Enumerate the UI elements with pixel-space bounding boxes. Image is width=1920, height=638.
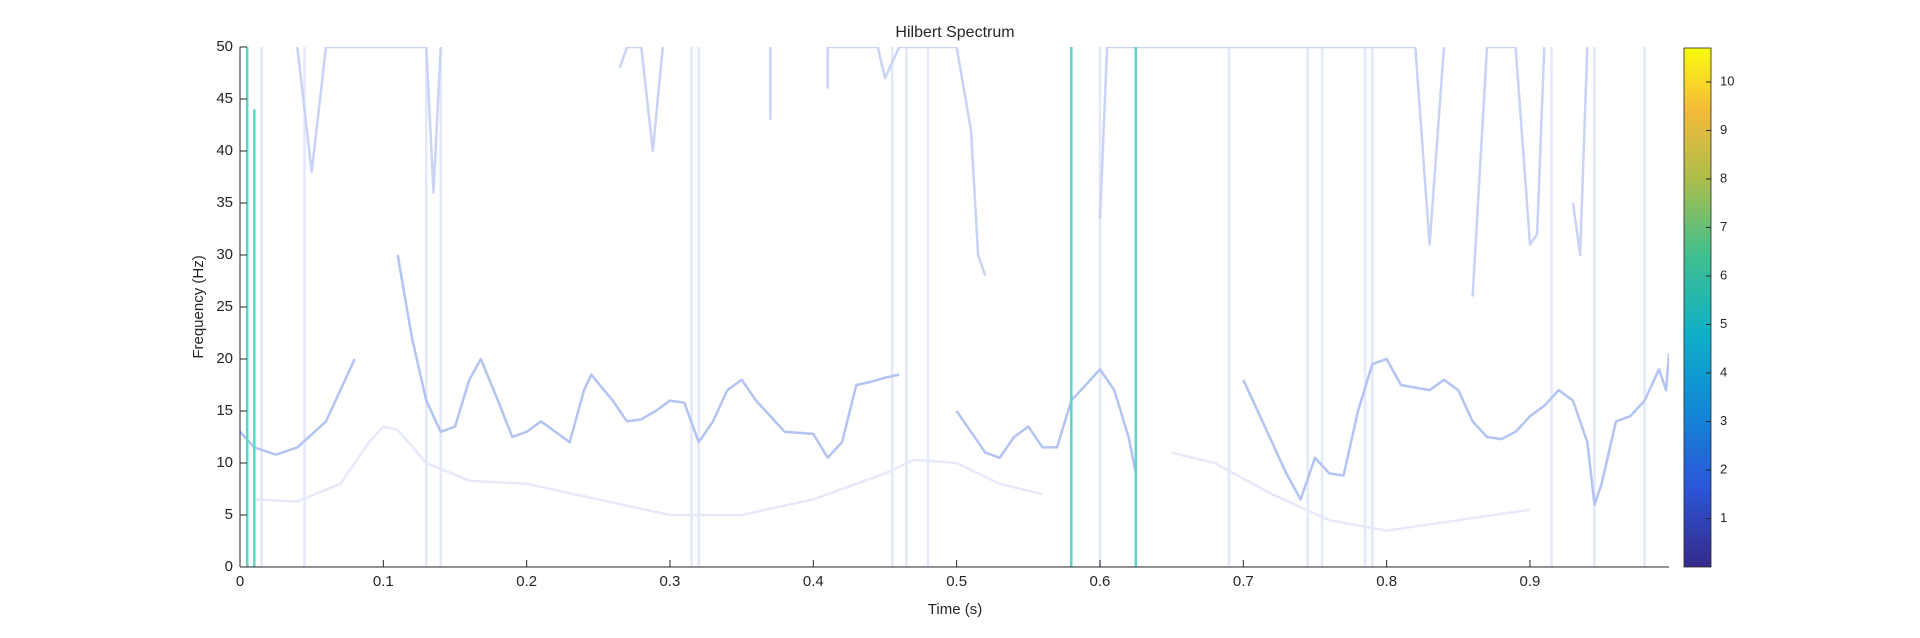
colorbar: 1 2 3 4 5 6 7 8 9 10 [1683,47,1734,568]
plot-area [240,47,1669,567]
colorbar-tick-label: 6 [1720,267,1727,282]
y-axis-label: Frequency (Hz) [190,255,207,358]
x-tick-label: 0.6 [1090,573,1111,590]
y-tick-label: 15 [216,402,233,419]
y-tick-label: 5 [225,506,233,523]
series-line [296,47,1589,297]
y-tick-label: 25 [216,298,233,315]
series-line [240,254,1669,506]
y-tick-label: 40 [216,142,233,159]
x-tick-label: 0.2 [516,573,537,590]
x-tick-label: 0.1 [373,573,394,590]
colorbar-scale [1683,47,1712,568]
series-line [245,47,1138,567]
colorbar-tick-label: 5 [1720,316,1727,331]
colorbar-tick-label: 4 [1720,364,1727,379]
chart-title: Hilbert Spectrum [895,24,1014,41]
series-line [260,47,1646,567]
colorbar-tick-label: 10 [1720,73,1734,88]
x-axis-label: Time (s) [928,601,982,618]
colorbar-tick-label: 2 [1720,461,1727,476]
series-line [254,425,1531,532]
colorbar-tick-label: 8 [1720,170,1727,185]
y-tick-label: 45 [216,90,233,107]
y-tick-label: 50 [216,38,233,55]
x-tick-label: 0.4 [803,573,824,590]
y-tick-label: 30 [216,246,233,263]
y-tick-label: 0 [225,558,233,575]
x-tick-label: 0 [236,573,244,590]
colorbar-tick-label: 1 [1720,510,1727,525]
y-tick-label: 10 [216,454,233,471]
colorbar-tick-label: 9 [1720,122,1727,137]
x-tick-label: 0.8 [1376,573,1397,590]
colorbar-tick-label: 3 [1720,413,1727,428]
x-tick-label: 0.5 [946,573,967,590]
x-tick-label: 0.7 [1233,573,1254,590]
y-tick-label: 20 [216,350,233,367]
colorbar-tick-label: 7 [1720,219,1727,234]
y-tick-label: 35 [216,194,233,211]
x-tick-label: 0.9 [1520,573,1541,590]
x-tick-label: 0.3 [660,573,681,590]
